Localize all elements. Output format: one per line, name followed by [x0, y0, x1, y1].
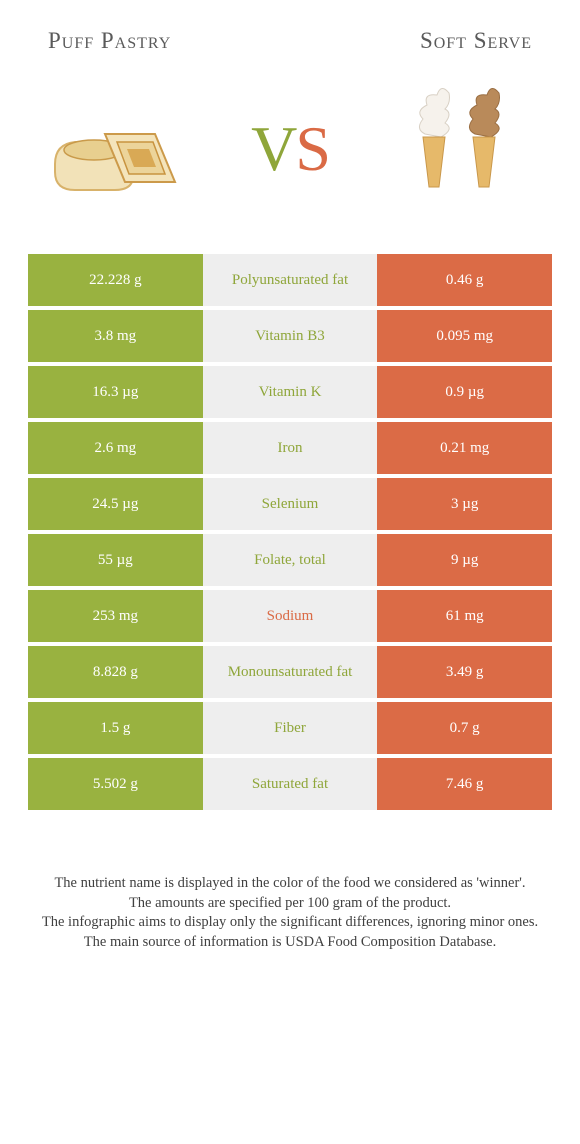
- right-value: 0.9 µg: [377, 366, 552, 418]
- left-value: 22.228 g: [28, 254, 203, 306]
- nutrient-label: Vitamin B3: [203, 310, 378, 362]
- table-row: 16.3 µgVitamin K0.9 µg: [28, 366, 552, 418]
- right-value: 0.095 mg: [377, 310, 552, 362]
- nutrient-label: Polyunsaturated fat: [203, 254, 378, 306]
- left-value: 8.828 g: [28, 646, 203, 698]
- table-row: 8.828 gMonounsaturated fat3.49 g: [28, 646, 552, 698]
- table-row: 253 mgSodium61 mg: [28, 590, 552, 642]
- puff-pastry-icon: [40, 84, 200, 214]
- vs-s: S: [295, 113, 329, 184]
- vs-v: V: [251, 113, 295, 184]
- left-value: 1.5 g: [28, 702, 203, 754]
- nutrient-label: Saturated fat: [203, 758, 378, 810]
- right-food-title: Soft Serve: [420, 28, 532, 54]
- right-value: 3.49 g: [377, 646, 552, 698]
- left-food-title: Puff Pastry: [48, 28, 171, 54]
- table-row: 22.228 gPolyunsaturated fat0.46 g: [28, 254, 552, 306]
- hero-row: VS: [0, 54, 580, 254]
- right-value: 3 µg: [377, 478, 552, 530]
- right-value: 7.46 g: [377, 758, 552, 810]
- table-row: 24.5 µgSelenium3 µg: [28, 478, 552, 530]
- left-value: 2.6 mg: [28, 422, 203, 474]
- header: Puff Pastry Soft Serve: [0, 0, 580, 54]
- left-value: 253 mg: [28, 590, 203, 642]
- right-value: 61 mg: [377, 590, 552, 642]
- vs-label: VS: [251, 112, 329, 186]
- footer-line: The amounts are specified per 100 gram o…: [30, 894, 550, 914]
- left-value: 5.502 g: [28, 758, 203, 810]
- nutrient-label: Folate, total: [203, 534, 378, 586]
- left-value: 3.8 mg: [28, 310, 203, 362]
- comparison-table: 22.228 gPolyunsaturated fat0.46 g3.8 mgV…: [0, 254, 580, 810]
- footer-line: The main source of information is USDA F…: [30, 933, 550, 953]
- nutrient-label: Fiber: [203, 702, 378, 754]
- right-value: 0.7 g: [377, 702, 552, 754]
- footer-line: The nutrient name is displayed in the co…: [30, 874, 550, 894]
- footer-notes: The nutrient name is displayed in the co…: [0, 814, 580, 952]
- nutrient-label: Sodium: [203, 590, 378, 642]
- table-row: 3.8 mgVitamin B30.095 mg: [28, 310, 552, 362]
- footer-line: The infographic aims to display only the…: [30, 913, 550, 933]
- table-row: 5.502 gSaturated fat7.46 g: [28, 758, 552, 810]
- table-row: 55 µgFolate, total9 µg: [28, 534, 552, 586]
- nutrient-label: Vitamin K: [203, 366, 378, 418]
- soft-serve-icon: [380, 84, 540, 214]
- table-row: 2.6 mgIron0.21 mg: [28, 422, 552, 474]
- left-value: 24.5 µg: [28, 478, 203, 530]
- nutrient-label: Monounsaturated fat: [203, 646, 378, 698]
- right-value: 9 µg: [377, 534, 552, 586]
- left-value: 16.3 µg: [28, 366, 203, 418]
- nutrient-label: Iron: [203, 422, 378, 474]
- table-row: 1.5 gFiber0.7 g: [28, 702, 552, 754]
- left-value: 55 µg: [28, 534, 203, 586]
- right-value: 0.21 mg: [377, 422, 552, 474]
- right-value: 0.46 g: [377, 254, 552, 306]
- nutrient-label: Selenium: [203, 478, 378, 530]
